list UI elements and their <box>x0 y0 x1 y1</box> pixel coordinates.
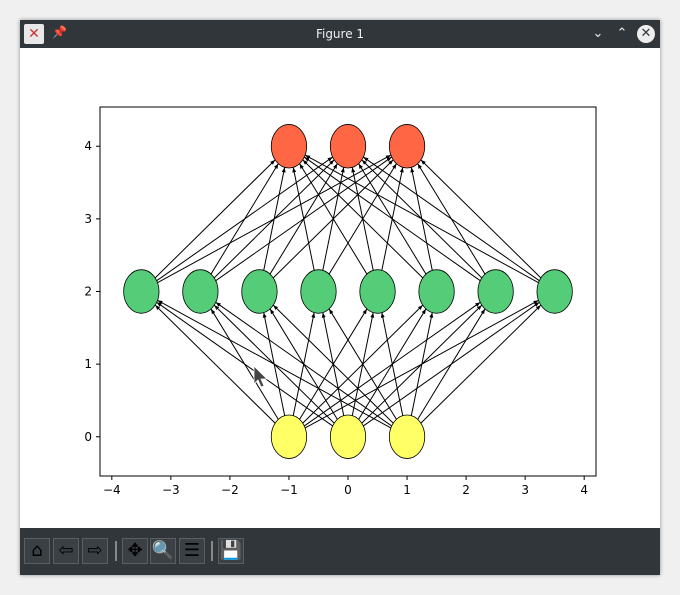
edge-arrow <box>420 159 542 279</box>
edge-arrow <box>417 308 486 420</box>
edge-arrow <box>380 312 404 416</box>
node-layer-1 <box>418 269 455 314</box>
magnifier-icon: 🔍 <box>151 540 175 561</box>
edge-arrow <box>157 299 392 429</box>
node-layer-1 <box>123 269 160 314</box>
x-tick-label: 2 <box>462 483 470 497</box>
y-tick-label: 2 <box>84 285 92 299</box>
node-layer-2 <box>388 124 426 169</box>
edge-arrow <box>154 304 276 424</box>
node-layer-0 <box>329 414 367 459</box>
close-icon[interactable]: ✕ <box>637 25 655 43</box>
arrow-left-icon: ⇦ <box>58 540 74 561</box>
home-button[interactable]: ⌂ <box>24 538 50 564</box>
arrow-right-icon: ⇨ <box>87 540 103 561</box>
edge-arrow <box>328 308 397 420</box>
node-layer-0 <box>388 414 426 459</box>
figure-canvas[interactable]: −4 −3 −2 −1 0 1 2 3 4 0 1 2 3 4 <box>20 48 660 528</box>
x-tick-label: 0 <box>344 483 352 497</box>
y-tick-label: 3 <box>84 212 92 226</box>
edge-arrow <box>420 304 542 424</box>
navigation-toolbar: ⌂ ⇦ ⇨ ✥ 🔍 ☰ 💾 <box>20 528 660 575</box>
edge-arrow <box>263 167 286 271</box>
x-tick-label: −1 <box>280 483 298 497</box>
maximize-icon[interactable]: ⌃ <box>616 26 628 41</box>
node-layer-1 <box>536 269 573 314</box>
save-button[interactable]: 💾 <box>218 538 244 564</box>
pin-icon[interactable]: 📌 <box>52 25 67 39</box>
toolbar-separator <box>211 541 213 561</box>
y-tick-label: 1 <box>84 357 92 371</box>
minimize-icon[interactable]: ⌄ <box>592 26 604 41</box>
edge-arrow <box>215 301 392 427</box>
zoom-button[interactable]: 🔍 <box>150 538 176 564</box>
edge-arrow <box>302 159 424 279</box>
move-icon: ✥ <box>127 540 143 561</box>
edge-arrow <box>299 163 368 275</box>
x-tick-label: −4 <box>103 483 121 497</box>
node-layer-1 <box>241 269 278 314</box>
x-tick-label: −2 <box>221 483 239 497</box>
matplotlib-app-icon: ✕ <box>24 24 44 44</box>
configure-subplots-button[interactable]: ☰ <box>179 538 205 564</box>
edge-arrow <box>410 312 434 416</box>
edge-arrow <box>272 304 394 424</box>
edge-arrow <box>304 156 481 282</box>
edge-arrow <box>304 154 539 284</box>
node-layer-1 <box>182 269 219 314</box>
home-icon: ⌂ <box>31 540 43 561</box>
edge-arrow <box>154 159 276 279</box>
y-tick-label: 0 <box>84 430 92 444</box>
back-button[interactable]: ⇦ <box>53 538 79 564</box>
node-layer-2 <box>329 124 367 169</box>
toolbar-separator <box>115 541 117 561</box>
forward-button[interactable]: ⇨ <box>82 538 108 564</box>
mouse-cursor-icon <box>253 365 268 388</box>
title-bar[interactable]: ✕ 📌 Figure 1 ⌄ ⌃ ✕ <box>20 20 660 48</box>
node-layer-1 <box>359 269 396 314</box>
x-tick-label: 4 <box>580 483 588 497</box>
node-layer-2 <box>270 124 308 169</box>
x-tick-label: 3 <box>521 483 529 497</box>
node-layer-1 <box>300 269 337 314</box>
edge-arrow <box>156 301 333 427</box>
sliders-icon: ☰ <box>183 540 201 561</box>
x-tick-label: 1 <box>403 483 411 497</box>
node-layer-1 <box>477 269 514 314</box>
node-layer-0 <box>270 414 308 459</box>
pan-button[interactable]: ✥ <box>122 538 148 564</box>
figure-window: ✕ 📌 Figure 1 ⌄ ⌃ ✕ −4 −3 −2 −1 0 1 2 3 4 0 1 2 3 4 ⌂ ⇦… <box>20 20 660 575</box>
x-tick-label: −3 <box>162 483 180 497</box>
window-title: Figure 1 <box>315 27 365 41</box>
plot-area[interactable]: −4 −3 −2 −1 0 1 2 3 4 0 1 2 3 4 <box>20 48 660 528</box>
y-tick-label: 4 <box>84 139 92 153</box>
floppy-disk-icon: 💾 <box>219 540 243 561</box>
edge-arrow <box>210 163 279 275</box>
edge-arrow <box>292 167 315 271</box>
edge-arrow <box>363 156 540 282</box>
